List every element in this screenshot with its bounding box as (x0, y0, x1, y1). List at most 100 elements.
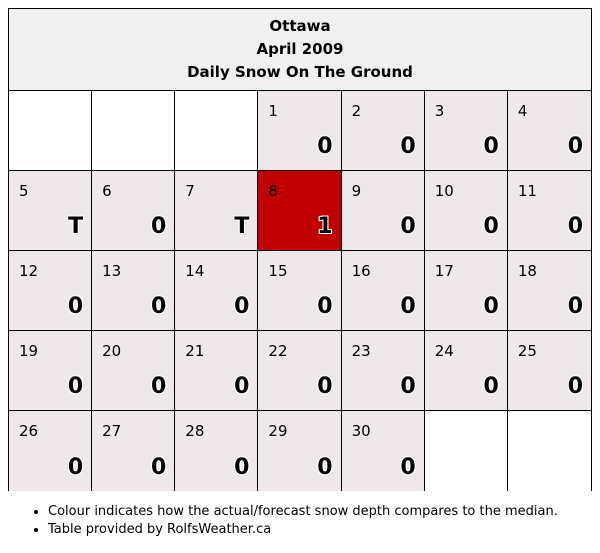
day-number: 29 (268, 422, 288, 440)
day-number: 5 (19, 182, 29, 200)
day-cell: 14 0 (175, 251, 259, 331)
calendar-subtitle: Daily Snow On The Ground (187, 63, 413, 81)
snow-depth-value: 0 (234, 455, 250, 480)
day-cell: 27 0 (92, 411, 176, 491)
day-cell: 19 0 (9, 331, 93, 411)
snow-depth-value: 0 (483, 374, 499, 399)
day-number: 22 (268, 342, 288, 360)
footnote-item: Table provided by RolfsWeather.ca (48, 521, 558, 539)
snow-depth-value: 0 (483, 294, 499, 319)
day-number: 2 (351, 102, 362, 120)
day-cell: 28 0 (175, 411, 259, 491)
day-number: 13 (102, 262, 122, 280)
snow-depth-value: 0 (150, 214, 167, 239)
snow-depth-value: T (234, 214, 250, 239)
calendar-header: Ottawa April 2009 Daily Snow On The Grou… (9, 9, 591, 91)
day-number: 14 (185, 262, 205, 280)
snow-depth-value: 0 (67, 374, 84, 399)
day-cell: 13 0 (92, 251, 176, 331)
snow-depth-value: 0 (400, 374, 416, 399)
day-cell: 24 0 (424, 331, 508, 411)
snow-depth-value: 0 (150, 374, 167, 399)
snow-depth-value: 0 (234, 374, 250, 399)
snow-depth-value: 0 (567, 134, 583, 159)
day-cell: 17 0 (424, 251, 508, 331)
snow-depth-value: 0 (483, 134, 499, 159)
snow-depth-value: 0 (567, 214, 583, 239)
snow-depth-value: 0 (67, 455, 84, 480)
day-cell: 10 0 (424, 171, 508, 251)
snow-depth-value: T (68, 214, 84, 239)
snow-depth-value: 0 (317, 294, 333, 319)
day-number: 19 (19, 342, 39, 360)
footnotes: Colour indicates how the actual/forecast… (22, 503, 558, 539)
day-cell: 23 0 (341, 331, 425, 411)
day-number: 30 (351, 422, 371, 440)
day-number: 12 (19, 262, 39, 280)
snow-depth-value: 0 (567, 374, 583, 399)
empty-day-cell (92, 91, 176, 171)
footnote-item: Colour indicates how the actual/forecast… (48, 503, 558, 521)
day-number: 8 (268, 182, 278, 200)
day-number: 28 (185, 422, 205, 440)
day-cell: 20 0 (92, 331, 176, 411)
day-number: 6 (102, 182, 112, 200)
empty-day-cell (424, 411, 508, 491)
day-cell: 18 0 (507, 251, 591, 331)
day-number: 11 (517, 182, 537, 200)
snow-depth-value: 0 (400, 455, 416, 480)
snow-depth-value: 0 (234, 294, 250, 319)
day-number: 16 (351, 262, 371, 280)
day-cell: 29 0 (258, 411, 342, 491)
day-number: 25 (517, 342, 537, 360)
snow-depth-value: 0 (317, 134, 333, 159)
day-number: 9 (351, 182, 362, 200)
snow-depth-value: 0 (150, 455, 167, 480)
snow-depth-value: 0 (483, 214, 499, 239)
day-number: 24 (434, 342, 454, 360)
day-number: 26 (19, 422, 39, 440)
empty-day-cell (507, 411, 591, 491)
day-number: 23 (351, 342, 371, 360)
day-number: 17 (434, 262, 454, 280)
month-title: April 2009 (256, 40, 344, 58)
day-cell: 15 0 (258, 251, 342, 331)
snow-depth-value: 0 (150, 294, 167, 319)
day-cell: 11 0 (507, 171, 591, 251)
snow-depth-value: 0 (400, 294, 416, 319)
day-number: 20 (102, 342, 122, 360)
empty-day-cell (9, 91, 93, 171)
day-number: 18 (517, 262, 537, 280)
day-number: 3 (434, 102, 445, 120)
day-cell: 25 0 (507, 331, 591, 411)
empty-day-cell (175, 91, 259, 171)
day-number: 4 (517, 102, 528, 120)
day-number: 1 (268, 102, 278, 120)
day-number: 27 (102, 422, 122, 440)
day-cell: 30 0 (341, 411, 425, 491)
snow-calendar: Ottawa April 2009 Daily Snow On The Grou… (8, 8, 592, 491)
snow-depth-value: 0 (317, 455, 333, 480)
calendar-grid: 1 0 2 0 3 0 4 0 5 T 6 0 7 T 8 1 9 0 10 0 11 0 12 0 13 0 14 0 15 0 16 0 1… (9, 91, 591, 491)
snow-depth-value: 0 (400, 134, 416, 159)
day-cell: 16 0 (341, 251, 425, 331)
snow-depth-value: 0 (567, 294, 583, 319)
day-number: 21 (185, 342, 205, 360)
snow-depth-value: 0 (400, 214, 416, 239)
day-number: 10 (434, 182, 454, 200)
city-title: Ottawa (269, 17, 331, 35)
day-cell: 12 0 (9, 251, 93, 331)
day-number: 7 (185, 182, 195, 200)
day-cell: 22 0 (258, 331, 342, 411)
snow-depth-value: 1 (317, 214, 333, 239)
snow-depth-value: 0 (317, 374, 333, 399)
